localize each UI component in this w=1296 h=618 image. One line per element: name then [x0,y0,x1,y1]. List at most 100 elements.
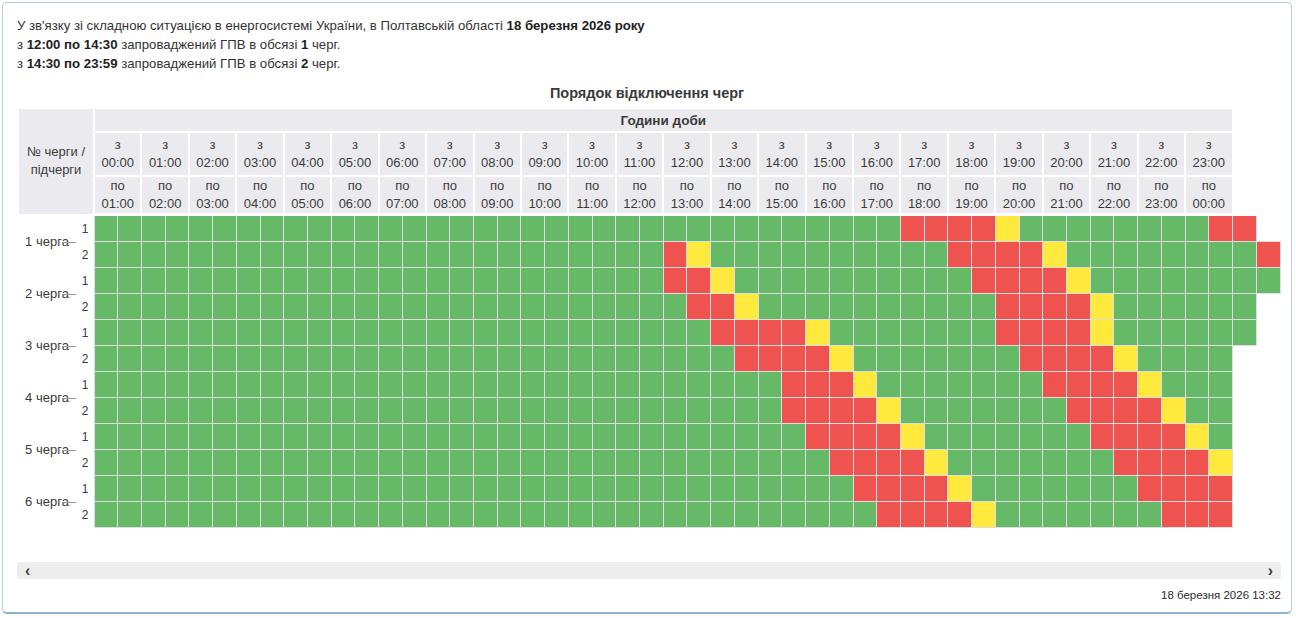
schedule-cell-green-power-on [450,242,474,268]
scroll-right-icon[interactable]: › [1268,563,1273,579]
schedule-cell-green-power-on [806,242,830,268]
schedule-cell-green-power-on [663,424,687,450]
schedule-cell-green-power-on [1043,424,1067,450]
schedule-cell-green-power-on [545,294,569,320]
schedule-row: 4 черга1 [18,372,1281,398]
schedule-cell-red-outage [877,424,901,450]
schedule-cell-red-outage [1161,450,1185,476]
schedule-header: № черги /підчерги Години доби з00:00з01:… [18,108,1281,215]
schedule-cell-green-power-on [426,476,450,502]
schedule-cell-red-outage [758,346,782,372]
schedule-cell-red-outage [1090,424,1114,450]
schedule-cell-green-power-on [355,424,379,450]
schedule-cell-green-power-on [782,424,806,450]
schedule-cell-yellow-possible-outage [948,476,972,502]
schedule-cell-green-power-on [616,346,640,372]
schedule-cell-green-power-on [616,424,640,450]
schedule-cell-red-outage [1138,450,1162,476]
schedule-cell-yellow-possible-outage [687,242,711,268]
schedule-cell-green-power-on [189,502,213,528]
schedule-cell-green-power-on [213,502,237,528]
schedule-cell-green-power-on [758,372,782,398]
subqueue-label: 1 [76,268,94,294]
hour-from-header: з11:00 [616,132,663,176]
schedule-cell-green-power-on [189,398,213,424]
schedule-cell-green-power-on [141,268,165,294]
schedule-cell-green-power-on [711,242,735,268]
schedule-cell-green-power-on [379,294,403,320]
schedule-cell-green-power-on [189,215,213,242]
schedule-cell-red-outage [900,450,924,476]
schedule-cell-green-power-on [450,320,474,346]
schedule-cell-green-power-on [734,242,758,268]
schedule-cell-green-power-on [521,242,545,268]
schedule-cell-green-power-on [355,450,379,476]
hour-from-header: з01:00 [141,132,188,176]
schedule-cell-green-power-on [260,294,284,320]
schedule-cell-red-outage [900,215,924,242]
schedule-cell-green-power-on [995,372,1019,398]
schedule-cell-green-power-on [663,476,687,502]
schedule-cell-green-power-on [307,294,331,320]
schedule-cell-green-power-on [829,294,853,320]
scroll-left-icon[interactable]: ‹ [25,563,30,579]
schedule-cell-green-power-on [1043,450,1067,476]
schedule-cell-green-power-on [663,320,687,346]
schedule-cell-green-power-on [829,476,853,502]
schedule-cell-green-power-on [1019,502,1043,528]
schedule-cell-green-power-on [1209,346,1233,372]
schedule-cell-green-power-on [568,346,592,372]
schedule-cell-red-outage [663,242,687,268]
schedule-cell-green-power-on [94,476,118,502]
schedule-cell-green-power-on [450,215,474,242]
schedule-cell-green-power-on [189,476,213,502]
schedule-cell-green-power-on [189,450,213,476]
hour-to-header: по02:00 [141,176,188,215]
schedule-cell-green-power-on [379,346,403,372]
hour-to-header: по19:00 [948,176,995,215]
schedule-cell-green-power-on [1209,242,1233,268]
schedule-cell-green-power-on [355,372,379,398]
schedule-cell-red-outage [853,450,877,476]
schedule-cell-green-power-on [1043,215,1067,242]
schedule-cell-yellow-possible-outage [1090,294,1114,320]
schedule-cell-green-power-on [853,242,877,268]
schedule-cell-green-power-on [213,372,237,398]
schedule-cell-green-power-on [284,450,308,476]
schedule-cell-green-power-on [568,215,592,242]
schedule-cell-green-power-on [450,476,474,502]
schedule-cell-green-power-on [592,398,616,424]
schedule-cell-green-power-on [450,398,474,424]
schedule-cell-green-power-on [663,502,687,528]
schedule-cell-green-power-on [379,398,403,424]
notice-line-1: У зв'язку зі складною ситуацією в енерго… [17,16,1291,35]
schedule-cell-green-power-on [497,268,521,294]
schedule-cell-green-power-on [260,242,284,268]
schedule-row: 2 [18,450,1281,476]
hour-from-header: з08:00 [474,132,521,176]
schedule-cell-green-power-on [829,320,853,346]
schedule-cell-green-power-on [402,372,426,398]
schedule-cell-red-outage [1138,476,1162,502]
schedule-cell-green-power-on [948,268,972,294]
subqueue-label: 2 [76,242,94,268]
schedule-cell-red-outage [924,215,948,242]
schedule-cell-green-power-on [948,320,972,346]
horizontal-scrollbar[interactable]: ‹ › [17,562,1281,579]
schedule-cell-green-power-on [592,502,616,528]
schedule-cell-red-outage [1043,346,1067,372]
schedule-cell-green-power-on [1019,450,1043,476]
schedule-cell-green-power-on [687,346,711,372]
schedule-cell-green-power-on [640,476,664,502]
schedule-cell-green-power-on [284,294,308,320]
schedule-cell-yellow-possible-outage [1185,424,1209,450]
schedule-cell-green-power-on [948,450,972,476]
schedule-cell-green-power-on [829,215,853,242]
schedule-cell-red-outage [1161,502,1185,528]
schedule-cell-green-power-on [284,346,308,372]
schedule-cell-green-power-on [307,372,331,398]
schedule-cell-green-power-on [758,476,782,502]
schedule-cell-green-power-on [806,450,830,476]
schedule-cell-green-power-on [711,476,735,502]
schedule-cell-green-power-on [853,346,877,372]
